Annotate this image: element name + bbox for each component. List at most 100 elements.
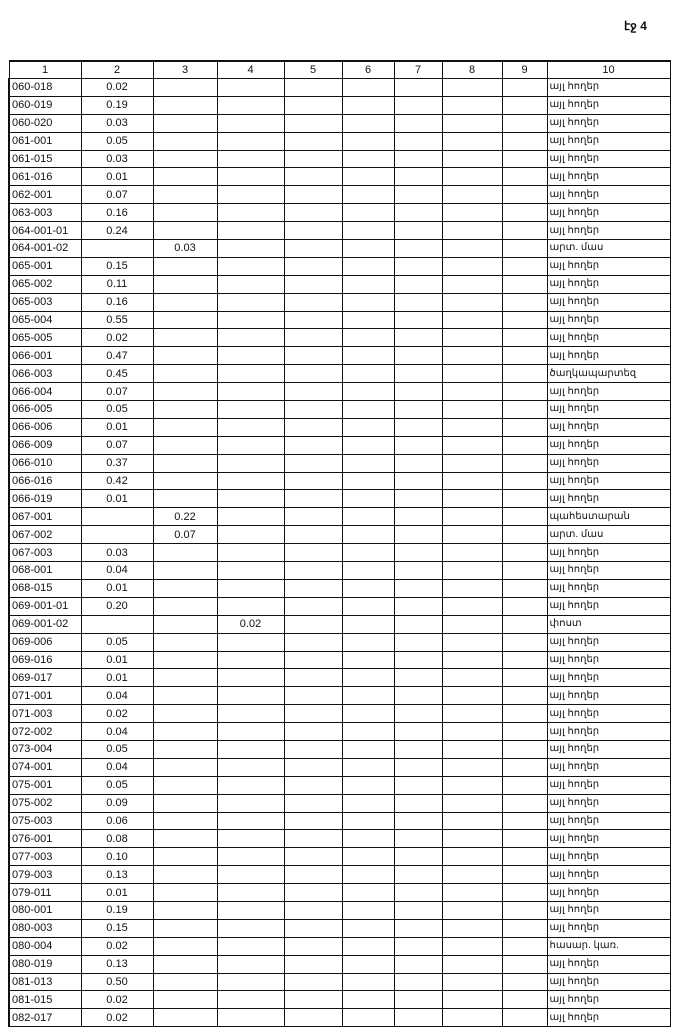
table-row: 071-001 0.04 այլ հողեր [8, 686, 671, 706]
area-cell-col6 [341, 489, 395, 509]
area-cell-col2: 0.55 [80, 310, 154, 330]
area-cell-col4 [216, 596, 285, 616]
area-cell-col5 [283, 865, 343, 885]
table-row: 066-016 0.42 այլ հողեր [8, 471, 671, 491]
area-cell-col3 [152, 310, 218, 330]
area-cell-col2: 0.19 [80, 900, 154, 920]
area-cell-col2: 0.06 [80, 811, 154, 831]
area-cell-col9 [501, 417, 548, 437]
area-cell-col9 [501, 256, 548, 276]
area-cell-col7 [393, 614, 443, 634]
area-cell-col4 [216, 113, 285, 133]
area-cell-col8 [441, 811, 503, 831]
area-cell-col4 [216, 954, 285, 974]
parcel-code-cell: 068-015 [8, 578, 82, 598]
area-cell-col7 [393, 167, 443, 187]
area-cell-col8 [441, 918, 503, 938]
column-header-5: 5 [283, 60, 343, 79]
area-cell-col4 [216, 221, 285, 241]
area-cell-col5 [283, 149, 343, 169]
area-cell-col5 [283, 578, 343, 598]
area-cell-col2: 0.01 [80, 167, 154, 187]
table-row: 075-002 0.09 այլ հողեր [8, 793, 671, 813]
area-cell-col3 [152, 400, 218, 419]
area-cell-col8 [441, 131, 503, 151]
area-cell-col4 [216, 1008, 285, 1028]
area-cell-col2: 0.01 [80, 650, 154, 670]
land-use-cell: այլ հողեր [546, 310, 671, 330]
table-row: 060-020 0.03 այլ հողեր [8, 113, 671, 133]
land-use-cell: այլ հողեր [546, 256, 671, 276]
area-cell-col3 [152, 221, 218, 241]
area-cell-col2: 0.37 [80, 453, 154, 473]
area-cell-col2: 0.04 [80, 757, 154, 777]
area-cell-col7 [393, 328, 443, 348]
area-cell-col2: 0.24 [80, 221, 154, 241]
land-use-cell: այլ հողեր [546, 650, 671, 670]
area-cell-col5 [283, 328, 343, 348]
area-cell-col7 [393, 417, 443, 437]
area-cell-col2 [80, 614, 154, 634]
area-cell-col4 [216, 346, 285, 366]
area-cell-col6 [341, 900, 395, 920]
area-cell-col5 [283, 364, 343, 384]
area-cell-col4 [216, 811, 285, 831]
area-cell-col7 [393, 346, 443, 366]
area-cell-col9 [501, 489, 548, 509]
land-use-cell: այլ հողեր [546, 113, 671, 133]
parcel-code-cell: 060-019 [8, 95, 82, 115]
table-row: 061-001 0.05 այլ հողեր [8, 131, 671, 151]
land-use-cell: այլ հողեր [546, 221, 671, 241]
parcel-code-cell: 066-019 [8, 489, 82, 509]
area-cell-col6 [341, 95, 395, 115]
table-row: 060-018 0.02 այլ հողեր [8, 78, 671, 97]
area-cell-col6 [341, 739, 395, 759]
parcel-code-cell: 065-002 [8, 274, 82, 294]
table-row: 065-004 0.55 այլ հողեր [8, 310, 671, 330]
area-cell-col7 [393, 686, 443, 706]
area-cell-col9 [501, 471, 548, 491]
parcel-code-cell: 066-003 [8, 364, 82, 384]
area-cell-col6 [341, 722, 395, 741]
area-cell-col9 [501, 847, 548, 867]
area-cell-col3 [152, 829, 218, 849]
area-cell-col7 [393, 149, 443, 169]
land-use-cell: այլ հողեր [546, 561, 671, 580]
land-use-cell: այլ հողեր [546, 918, 671, 938]
area-cell-col6 [341, 149, 395, 169]
area-cell-col2: 0.04 [80, 722, 154, 741]
area-cell-col8 [441, 650, 503, 670]
column-header-3: 3 [152, 60, 218, 79]
area-cell-col6 [341, 346, 395, 366]
table-row: 067-002 0.07 արտ. մաս [8, 525, 671, 545]
table-row: 079-011 0.01 այլ հողեր [8, 883, 671, 902]
area-cell-col5 [283, 686, 343, 706]
area-cell-col9 [501, 525, 548, 545]
area-cell-col3 [152, 292, 218, 312]
area-cell-col9 [501, 113, 548, 133]
area-cell-col7 [393, 578, 443, 598]
area-cell-col6 [341, 811, 395, 831]
area-cell-col7 [393, 256, 443, 276]
area-cell-col2: 0.15 [80, 918, 154, 938]
area-cell-col3 [152, 543, 218, 563]
table-row: 082-017 0.02 այլ հողեր [8, 1008, 671, 1028]
area-cell-col8 [441, 972, 503, 992]
parcel-code-cell: 069-017 [8, 668, 82, 688]
column-header-2: 2 [80, 60, 154, 79]
area-cell-col5 [283, 453, 343, 473]
land-use-cell: այլ հողեր [546, 757, 671, 777]
area-cell-col3 [152, 972, 218, 992]
area-cell-col5 [283, 954, 343, 974]
area-cell-col3 [152, 78, 218, 97]
area-cell-col5 [283, 918, 343, 938]
area-cell-col4 [216, 829, 285, 849]
area-cell-col9 [501, 596, 548, 616]
area-cell-col5 [283, 507, 343, 527]
parcel-code-cell: 071-003 [8, 704, 82, 724]
area-cell-col7 [393, 274, 443, 294]
column-header-6: 6 [341, 60, 395, 79]
table-row: 066-005 0.05 այլ հողեր [8, 400, 671, 419]
land-use-cell: այլ հողեր [546, 382, 671, 402]
area-cell-col9 [501, 811, 548, 831]
